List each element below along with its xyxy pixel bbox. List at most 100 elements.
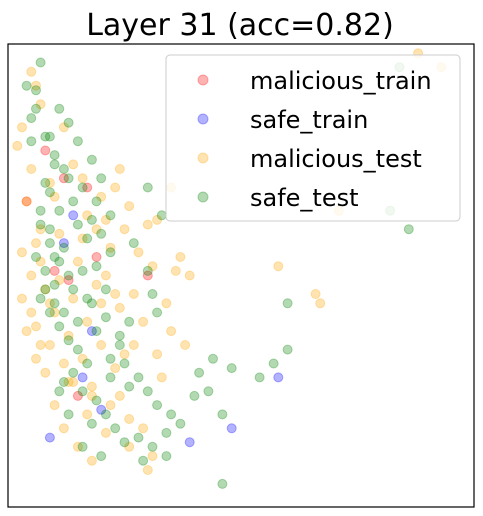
data-point-malicious-test <box>82 316 93 327</box>
data-point-safe-test <box>203 386 214 397</box>
data-point-malicious-train <box>72 390 83 401</box>
data-point-malicious-test <box>26 164 37 174</box>
data-point-safe-test <box>54 103 65 114</box>
data-point-malicious-test <box>35 256 46 267</box>
data-point-malicious-test <box>110 182 121 193</box>
data-point-safe-test <box>105 372 116 383</box>
data-point-malicious-test <box>12 140 23 151</box>
data-point-safe-test <box>91 196 102 207</box>
data-point-safe-test <box>82 233 93 244</box>
data-point-safe-train <box>273 372 284 383</box>
data-point-malicious-train <box>49 265 60 276</box>
data-point-malicious-test <box>105 242 116 253</box>
data-point-malicious-test <box>26 66 37 77</box>
data-point-safe-test <box>175 418 186 429</box>
data-point-safe-test <box>100 409 111 420</box>
data-point-safe-test <box>268 358 279 369</box>
data-point-safe-test <box>54 256 65 267</box>
data-point-malicious-test <box>49 400 60 411</box>
data-point-safe-test <box>63 270 74 281</box>
data-point-malicious-test <box>86 455 97 466</box>
data-point-safe-test <box>156 210 167 221</box>
data-point-malicious-test <box>82 409 93 420</box>
data-point-safe-test <box>86 418 97 429</box>
data-point-safe-test <box>44 187 55 198</box>
data-point-malicious-test <box>31 321 41 332</box>
data-point-safe-test <box>96 451 107 462</box>
data-point-malicious-test <box>21 196 32 207</box>
data-point-malicious-test <box>77 353 88 364</box>
data-point-malicious-test <box>68 377 79 387</box>
scatter-points <box>12 48 447 489</box>
data-point-malicious-test <box>58 358 69 369</box>
data-point-safe-test <box>35 57 46 68</box>
data-point-safe-test <box>282 298 293 309</box>
data-point-safe-train <box>86 326 97 337</box>
data-point-safe-train <box>77 372 88 383</box>
data-point-malicious-test <box>310 289 321 299</box>
data-point-safe-test <box>63 409 74 420</box>
data-point-malicious-test <box>114 164 125 174</box>
data-point-malicious-test <box>44 298 55 309</box>
data-point-malicious-test <box>86 390 97 401</box>
data-point-malicious-test <box>100 270 111 281</box>
data-point-safe-test <box>208 353 218 364</box>
data-point-malicious-test <box>31 353 41 364</box>
data-point-safe-test <box>35 205 46 216</box>
data-point-malicious-test <box>54 228 65 239</box>
data-point-malicious-test <box>68 159 79 170</box>
data-point-malicious-train <box>82 182 93 193</box>
data-point-malicious-test <box>58 122 69 133</box>
data-point-malicious-test <box>110 363 121 374</box>
data-point-safe-test <box>166 409 177 420</box>
data-point-malicious-test <box>119 349 130 360</box>
data-point-safe-test <box>119 358 130 369</box>
data-point-malicious-test <box>96 298 107 309</box>
data-point-safe-test <box>147 441 158 452</box>
data-point-safe-test <box>72 316 83 327</box>
data-point-safe-test <box>114 330 125 341</box>
data-point-safe-test <box>44 307 55 318</box>
data-point-safe-test <box>161 427 172 438</box>
data-point-malicious-test <box>26 270 37 281</box>
data-point-safe-test <box>44 224 55 235</box>
data-point-safe-test <box>44 238 55 249</box>
data-point-malicious-test <box>175 252 186 262</box>
data-point-safe-test <box>21 80 32 91</box>
data-point-malicious-train <box>58 173 69 184</box>
data-point-safe-test <box>58 164 69 174</box>
legend-box <box>165 54 461 222</box>
data-point-safe-test <box>58 307 69 318</box>
data-point-malicious-test <box>17 122 27 133</box>
data-point-malicious-test <box>100 214 111 225</box>
data-point-safe-test <box>119 437 130 448</box>
series-safe-test <box>21 57 414 489</box>
data-point-safe-test <box>100 284 111 295</box>
data-point-safe-test <box>86 214 97 225</box>
data-point-malicious-test <box>273 261 284 272</box>
data-point-safe-test <box>110 423 121 434</box>
data-point-safe-test <box>77 182 88 193</box>
data-point-safe-test <box>40 265 51 276</box>
data-point-safe-test <box>147 289 158 299</box>
data-point-safe-test <box>91 261 102 272</box>
data-point-malicious-test <box>166 326 177 337</box>
data-point-safe-test <box>105 353 116 364</box>
legend: malicious_train safe_train malicious_tests… <box>165 54 461 222</box>
data-point-safe-test <box>49 279 60 290</box>
data-point-malicious-test <box>156 372 167 383</box>
data-point-malicious-test <box>82 210 93 221</box>
data-point-malicious-test <box>124 201 135 212</box>
data-point-malicious-test <box>40 367 51 378</box>
data-point-safe-test <box>91 395 102 406</box>
data-point-malicious-test <box>96 340 107 350</box>
data-point-safe-test <box>226 363 237 374</box>
data-point-malicious-test <box>152 349 163 360</box>
data-point-safe-test <box>31 252 41 262</box>
data-point-safe-test <box>152 400 163 411</box>
data-point-malicious-test <box>68 293 79 304</box>
data-point-safe-test <box>217 409 228 420</box>
data-point-malicious-train <box>63 275 74 286</box>
data-point-safe-test <box>82 358 93 369</box>
